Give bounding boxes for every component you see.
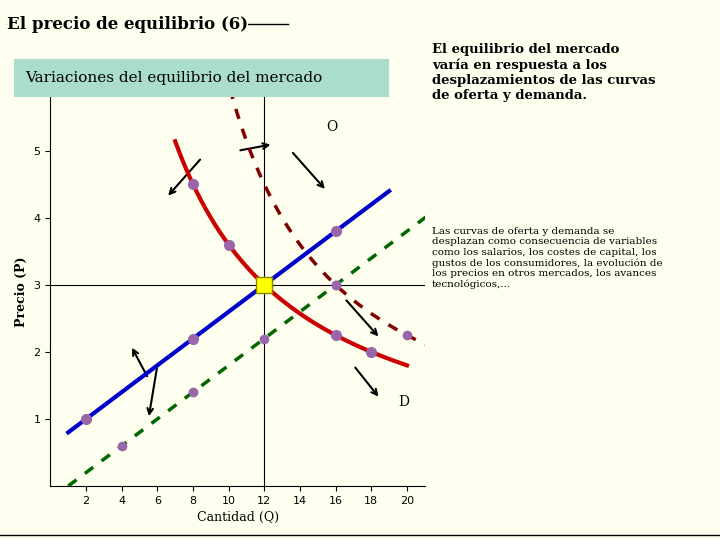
Text: O: O [327,120,338,134]
X-axis label: Cantidad (Q): Cantidad (Q) [197,511,279,524]
Text: Variaciones del equilibrio del mercado: Variaciones del equilibrio del mercado [26,71,323,85]
Y-axis label: Precio (P): Precio (P) [15,256,28,327]
Text: El equilibrio del mercado
varía en respuesta a los
desplazamientos de las curvas: El equilibrio del mercado varía en respu… [432,43,655,102]
Text: D: D [398,395,409,409]
Text: El precio de equilibrio (6): El precio de equilibrio (6) [7,16,248,33]
Text: Las curvas de oferta y demanda se
desplazan como consecuencia de variables
como : Las curvas de oferta y demanda se despla… [432,227,662,289]
